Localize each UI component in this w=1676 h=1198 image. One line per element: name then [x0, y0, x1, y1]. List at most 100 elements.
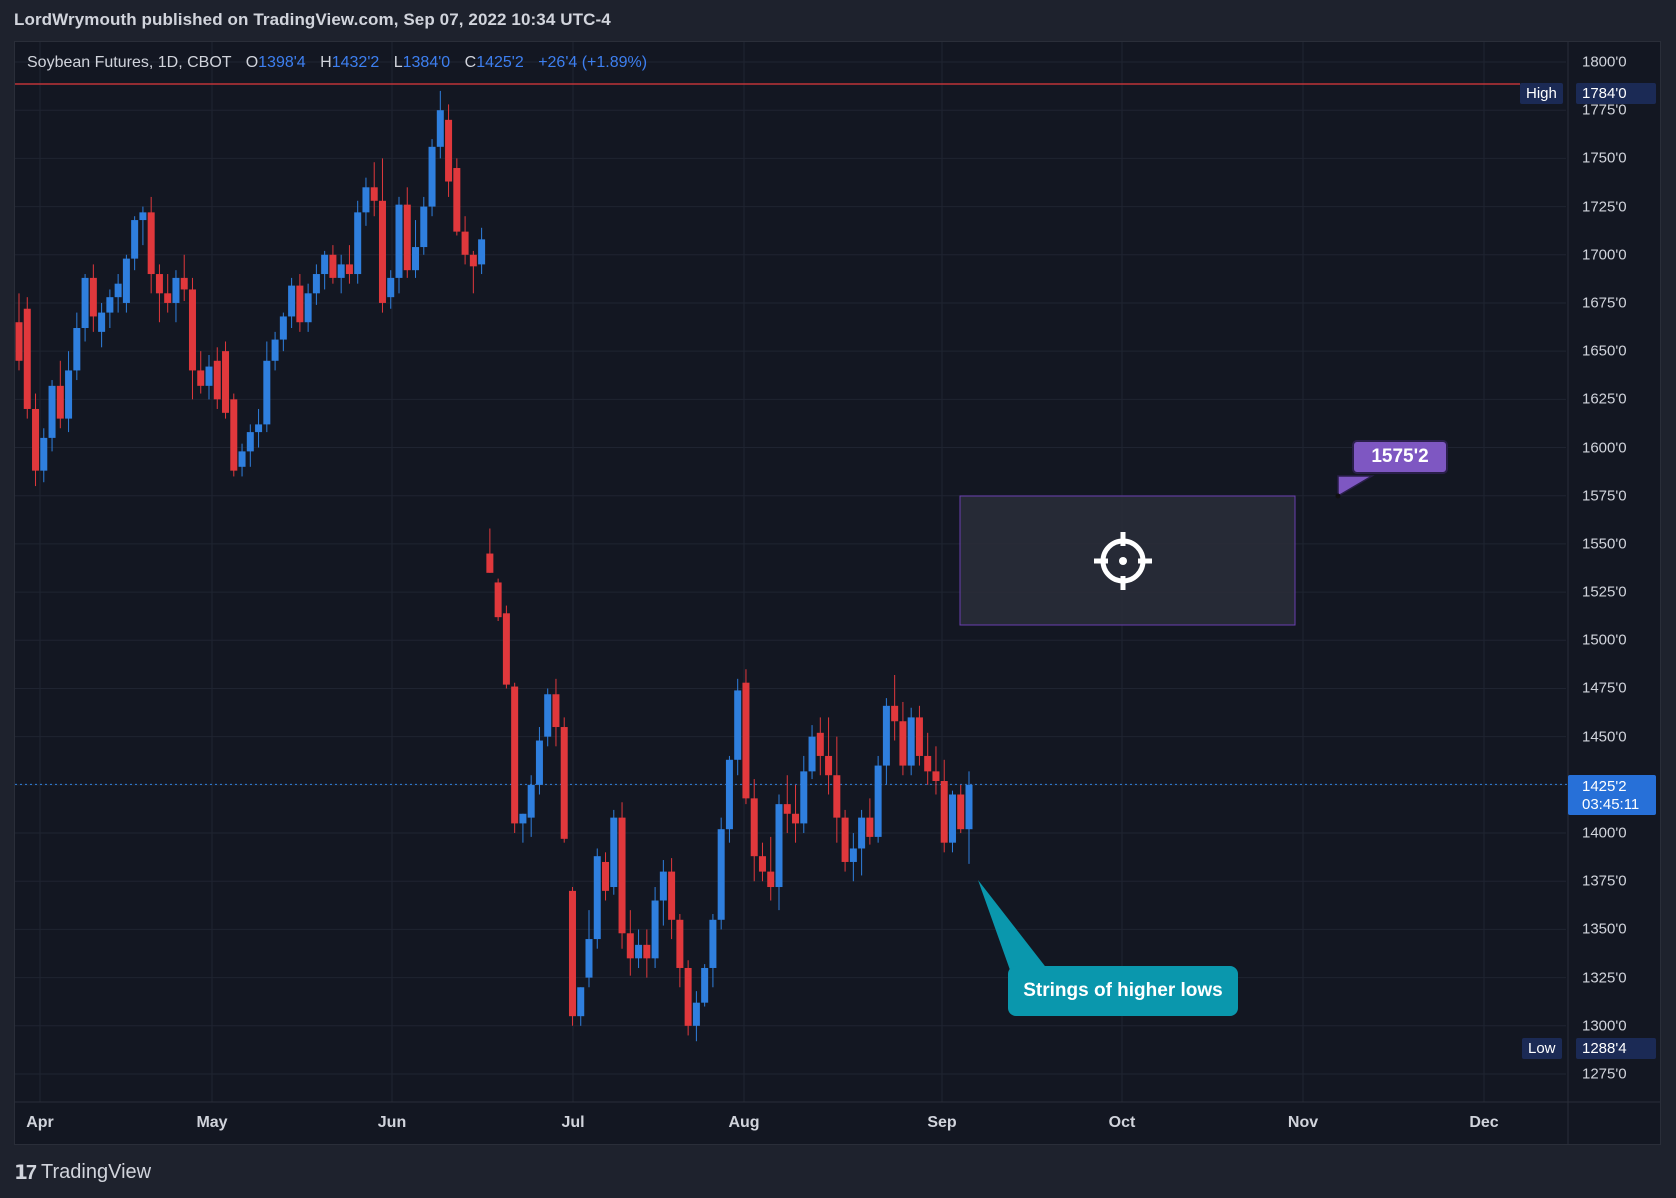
candle [915, 705, 923, 766]
candle [866, 798, 874, 845]
candle [114, 274, 122, 313]
candle-body [213, 360, 221, 400]
candle [279, 312, 287, 352]
candle [32, 393, 40, 487]
chart-frame[interactable] [14, 41, 1661, 1145]
candle-body [288, 285, 296, 317]
candle-body [32, 408, 40, 471]
price-tick-label: 1575'0 [1582, 487, 1627, 505]
candle [792, 784, 800, 843]
candle [188, 277, 196, 400]
time-tick-label: Aug [728, 1114, 760, 1131]
candle-body [15, 322, 23, 361]
candle-body [337, 264, 345, 278]
candle [15, 293, 23, 371]
candle [395, 196, 403, 294]
change-value: +26'4 (+1.89%) [538, 54, 648, 71]
candle-body [354, 212, 362, 275]
price-tick-label: 1450'0 [1582, 728, 1627, 746]
low-value: 1384'0 [402, 54, 451, 71]
low-price-value: 1288'4 [1582, 1040, 1627, 1057]
candle [139, 206, 147, 246]
higher-lows-callout[interactable]: Strings of higher lows [1008, 966, 1238, 1016]
candle [98, 302, 106, 348]
candle [585, 910, 593, 988]
candle-body [709, 919, 717, 968]
candle [767, 836, 775, 901]
candle [453, 158, 461, 236]
candle-body [139, 212, 147, 221]
candle [387, 270, 395, 309]
candle [659, 860, 667, 926]
candle [436, 90, 444, 159]
candle [370, 162, 378, 217]
candle-body [48, 385, 56, 438]
candle-body [147, 212, 155, 275]
candle-body [783, 804, 791, 814]
candle [717, 817, 725, 930]
candle [48, 380, 56, 452]
candle-body [98, 312, 106, 332]
candle [469, 250, 477, 294]
candle-body [205, 366, 213, 386]
candle-body [858, 817, 866, 849]
candle [461, 216, 469, 265]
time-tick-label: Jun [377, 1114, 407, 1131]
candles [15, 90, 973, 1042]
candle [841, 809, 849, 872]
candle-body [395, 204, 403, 278]
candle [403, 187, 411, 278]
high-value: 1432'2 [331, 54, 380, 71]
price-tick-label: 1475'0 [1582, 679, 1627, 697]
candle [271, 331, 279, 371]
candle [948, 790, 956, 853]
price-tick-label: 1625'0 [1582, 390, 1627, 408]
candle-body [965, 784, 973, 830]
candle-body [362, 187, 370, 213]
candle [907, 707, 915, 776]
close-value: 1425'2 [476, 54, 524, 71]
candle-body [188, 289, 196, 371]
candle [65, 351, 73, 433]
candle-body [643, 944, 651, 959]
candle-body [593, 856, 601, 940]
candle-body [131, 220, 139, 259]
low-marker: Low [1522, 1038, 1562, 1059]
candle [560, 717, 568, 843]
target-price-label[interactable]: 1575'2 [1352, 440, 1448, 474]
candle-body [767, 871, 775, 888]
candle [486, 528, 494, 573]
candle [635, 929, 643, 968]
price-tick-label: 1550'0 [1582, 535, 1627, 553]
candle-body [114, 283, 122, 298]
candle-body [841, 817, 849, 862]
candle [329, 245, 337, 284]
grid-lines [15, 42, 1660, 1144]
candle-body [40, 437, 48, 471]
callout-pointer [978, 880, 1048, 970]
candle [494, 578, 502, 622]
candle [40, 428, 48, 483]
high-marker: High [1520, 83, 1563, 104]
bar-countdown: 03:45:11 [1582, 796, 1640, 813]
tradingview-logo[interactable]: 𝟭7 TradingView [14, 1160, 151, 1185]
high-price-tag: 1784'0 [1576, 83, 1656, 104]
candle-body [610, 817, 618, 888]
candle [478, 227, 486, 275]
candle-body [387, 277, 395, 298]
candle [940, 759, 948, 853]
candle [519, 813, 527, 843]
candle-body [329, 254, 337, 278]
price-tick-label: 1325'0 [1582, 969, 1627, 987]
candle [882, 698, 890, 785]
candle [684, 960, 692, 1036]
price-tick-label: 1725'0 [1582, 198, 1627, 216]
candle [238, 443, 246, 477]
candle-body [469, 254, 477, 267]
reference-lines [15, 83, 1568, 785]
target-dot [1119, 557, 1127, 565]
candle [56, 360, 64, 429]
time-tick-label: Apr [26, 1114, 54, 1131]
candle [742, 669, 750, 805]
